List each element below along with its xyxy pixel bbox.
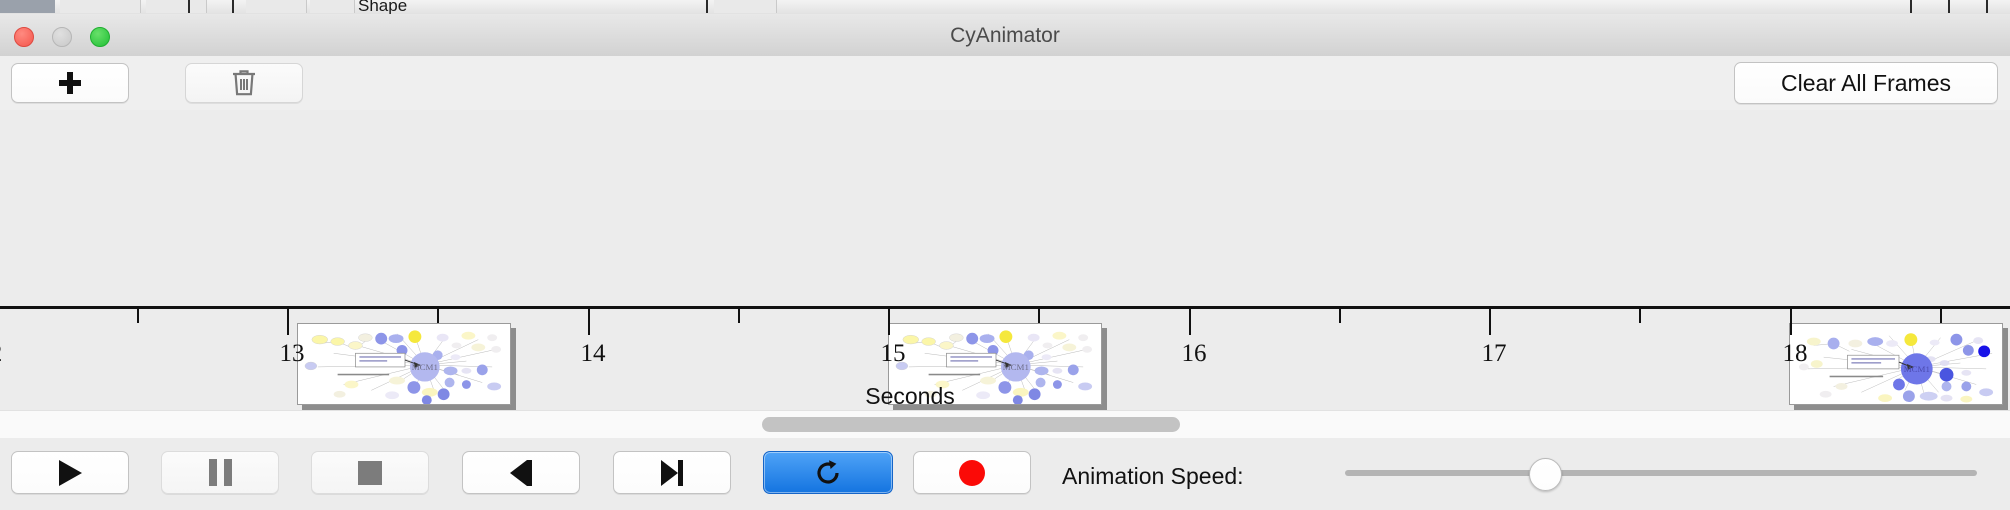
ruler-tick-major bbox=[1790, 309, 1792, 335]
skip-back-icon bbox=[510, 459, 532, 486]
frame-thumbnail-1[interactable]: MCM1 bbox=[297, 323, 516, 410]
play-icon bbox=[58, 459, 82, 486]
ruler-tick-minor bbox=[1038, 309, 1040, 323]
play-button[interactable] bbox=[11, 451, 129, 494]
delete-frame-button[interactable] bbox=[185, 63, 303, 103]
timeline-ruler[interactable]: 2 13 14 15 16 17 18 Seconds bbox=[0, 306, 2010, 410]
skip-forward-icon bbox=[661, 459, 683, 486]
playback-control-bar: Animation Speed: bbox=[0, 438, 2010, 510]
record-button[interactable] bbox=[913, 451, 1031, 494]
loop-icon bbox=[817, 459, 839, 484]
slider-thumb[interactable] bbox=[1529, 458, 1562, 491]
ruler-tick-minor bbox=[1940, 309, 1942, 323]
timeline-track[interactable]: MCM1 bbox=[0, 110, 2010, 410]
toolbar: Clear All Frames bbox=[0, 56, 2010, 111]
title-bar: CyAnimator bbox=[0, 14, 2010, 57]
ruler-tick-major bbox=[287, 309, 289, 335]
ruler-tick-minor bbox=[137, 309, 139, 323]
frame-2-hub-label: MCM1 bbox=[1003, 362, 1029, 372]
background-window-strip: Shape bbox=[0, 0, 2010, 15]
animation-speed-label: Animation Speed: bbox=[1062, 463, 1244, 489]
ruler-tick-major bbox=[888, 309, 890, 335]
record-icon bbox=[959, 459, 985, 486]
frame-1-hub-label: MCM1 bbox=[412, 362, 438, 372]
ruler-label: 2 bbox=[0, 340, 2, 368]
pause-icon bbox=[208, 459, 232, 486]
frame-3-hub-label: MCM1 bbox=[1904, 364, 1930, 374]
ruler-axis-line bbox=[0, 306, 2010, 309]
skip-back-button[interactable] bbox=[462, 451, 580, 494]
add-frame-button[interactable] bbox=[11, 63, 129, 103]
ruler-label: 16 bbox=[1181, 340, 1207, 367]
timeline-scrollbar[interactable] bbox=[0, 410, 2010, 440]
loop-button[interactable] bbox=[763, 451, 893, 494]
ruler-label: 14 bbox=[580, 340, 606, 367]
stop-icon bbox=[358, 460, 382, 485]
ruler-label: 17 bbox=[1481, 340, 1507, 367]
ruler-label: 13 bbox=[279, 340, 305, 367]
network-graph-3: MCM1 bbox=[1798, 333, 1994, 403]
skip-forward-button[interactable] bbox=[613, 451, 731, 494]
network-graph-2: MCM1 bbox=[895, 330, 1093, 404]
background-strip-label: Shape bbox=[358, 0, 408, 15]
ruler-tick-minor bbox=[738, 309, 740, 323]
ruler-tick-minor bbox=[437, 309, 439, 323]
pause-button[interactable] bbox=[161, 451, 279, 494]
ruler-tick-major bbox=[1189, 309, 1191, 335]
close-button[interactable] bbox=[14, 27, 34, 47]
clear-all-frames-button[interactable]: Clear All Frames bbox=[1734, 62, 1998, 104]
window-title: CyAnimator bbox=[950, 24, 1060, 47]
ruler-tick-minor bbox=[1339, 309, 1341, 323]
stop-button[interactable] bbox=[311, 451, 429, 494]
network-graph-1: MCM1 bbox=[304, 330, 502, 404]
scrollbar-thumb[interactable] bbox=[762, 417, 1180, 432]
frame-thumbnail-3[interactable]: MCM1 bbox=[1789, 323, 2008, 410]
clear-all-frames-label: Clear All Frames bbox=[1781, 69, 1951, 96]
ruler-label: 15 bbox=[880, 340, 906, 367]
slider-track[interactable] bbox=[1345, 470, 1977, 476]
minimize-button[interactable] bbox=[52, 27, 72, 47]
frame-thumbnail-2[interactable]: MCM1 bbox=[888, 323, 1107, 410]
ruler-axis-title: Seconds bbox=[865, 383, 955, 409]
ruler-tick-major bbox=[588, 309, 590, 335]
animation-speed-slider[interactable] bbox=[1345, 451, 1977, 494]
ruler-tick-major bbox=[1489, 309, 1491, 335]
ruler-label: 18 bbox=[1782, 340, 1808, 367]
maximize-button[interactable] bbox=[90, 27, 110, 47]
ruler-tick-minor bbox=[1639, 309, 1641, 323]
plus-icon bbox=[58, 71, 82, 95]
trash-icon bbox=[233, 70, 255, 96]
